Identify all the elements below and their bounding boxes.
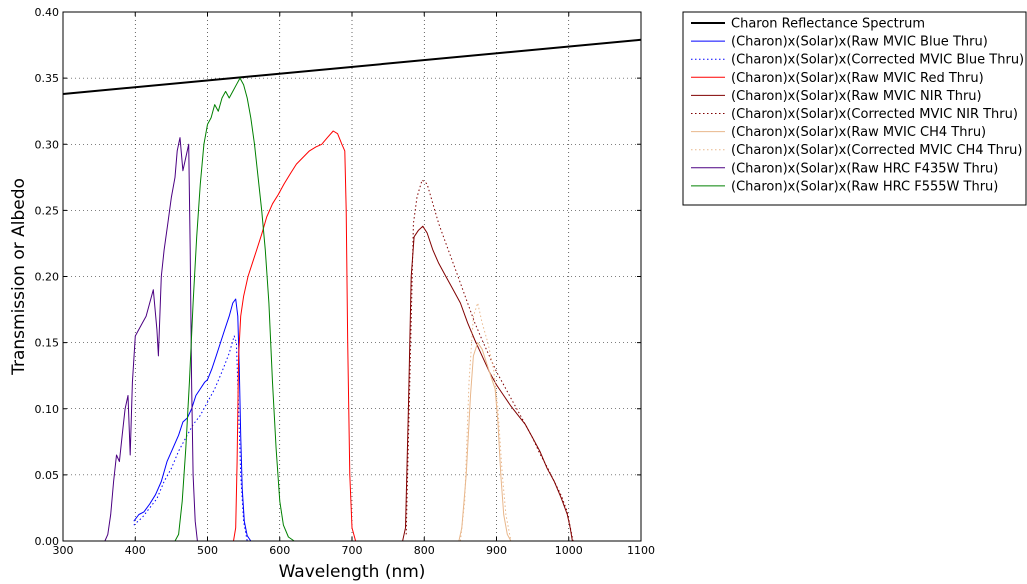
legend-label-5: (Charon)x(Solar)x(Corrected MVIC NIR Thr… [731, 107, 1018, 122]
legend-label-7: (Charon)x(Solar)x(Corrected MVIC CH4 Thr… [731, 143, 1022, 158]
series-line-5 [405, 179, 574, 542]
legend-label-3: (Charon)x(Solar)x(Raw MVIC Red Thru) [731, 71, 984, 86]
legend-label-8: (Charon)x(Solar)x(Raw HRC F435W Thru) [731, 161, 998, 176]
series-line-6 [458, 342, 512, 542]
y-tick-label: 0.30 [35, 138, 60, 151]
y-axis-title: Transmission or Albedo [9, 178, 29, 376]
legend-frame [682, 11, 1027, 206]
grid-layer [63, 12, 641, 541]
y-tick-label: 0.40 [35, 6, 60, 19]
x-tick-label: 600 [269, 544, 290, 557]
y-tick-label: 0.05 [35, 469, 60, 482]
series-line-2 [133, 335, 248, 542]
x-tick-label: 900 [486, 544, 507, 557]
legend-label-1: (Charon)x(Solar)x(Raw MVIC Blue Thru) [731, 35, 988, 50]
series-line-8 [104, 137, 198, 542]
y-tick-label: 0.25 [35, 204, 60, 217]
x-tick-label: 800 [414, 544, 435, 557]
y-tick-label: 0.15 [35, 337, 60, 350]
x-tick-label: 1100 [627, 544, 655, 557]
legend-label-0: Charon Reflectance Spectrum [731, 17, 925, 32]
series-line-3 [233, 130, 357, 542]
y-tick-label: 0.35 [35, 72, 60, 85]
series-line-1 [133, 298, 252, 542]
x-tick-label: 700 [342, 544, 363, 557]
legend-label-6: (Charon)x(Solar)x(Raw MVIC CH4 Thru) [731, 125, 986, 140]
x-tick-label: 500 [197, 544, 218, 557]
series-line-0 [62, 38, 642, 95]
x-tick-label: 400 [125, 544, 146, 557]
x-tick-label: 1000 [555, 544, 583, 557]
series-layer [62, 38, 642, 542]
y-tick-label: 0.00 [35, 535, 60, 548]
legend-label-9: (Charon)x(Solar)x(Raw HRC F555W Thru) [731, 179, 998, 194]
series-line-9 [174, 77, 295, 542]
x-tick-label: 300 [53, 544, 74, 557]
y-tick-label: 0.20 [35, 271, 60, 284]
x-axis-title: Wavelength (nm) [279, 562, 426, 582]
y-tick-label: 0.10 [35, 403, 60, 416]
ticks-layer: 300 400 500 600 700 800 900 1000 1100 0.00 0.05 0.1… [35, 6, 656, 557]
series-line-4 [402, 225, 573, 542]
legend-label-2: (Charon)x(Solar)x(Corrected MVIC Blue Th… [731, 53, 1024, 68]
legend-label-4: (Charon)x(Solar)x(Raw MVIC NIR Thru) [731, 89, 982, 104]
legend: Charon Reflectance Spectrum (Charon)x(Sol… [682, 11, 1027, 206]
